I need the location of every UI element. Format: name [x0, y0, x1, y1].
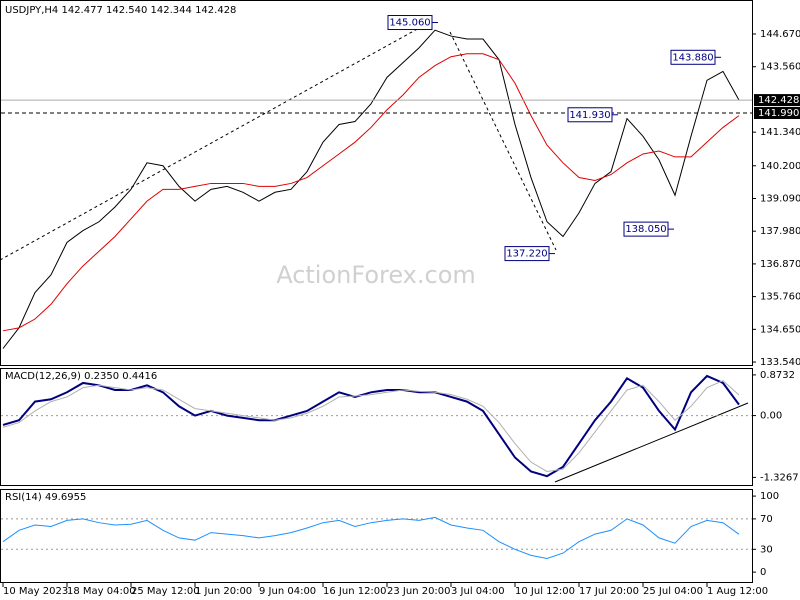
price-label-box [754, 107, 800, 119]
y-tick-label: 135.760 [760, 292, 800, 303]
series-line [2, 516, 740, 559]
macd-title: MACD(12,26,9) 0.2350 0.4416 [5, 371, 157, 382]
x-tick-label: 18 May 04:00 [67, 586, 136, 597]
series-line [2, 374, 740, 478]
y-tick-label: 100 [760, 491, 779, 502]
trend-line [449, 31, 557, 251]
y-tick-label: -1.3267 [760, 472, 799, 483]
annotation-box [387, 15, 433, 31]
x-tick-label: 16 Jun 12:00 [323, 586, 387, 597]
rsi-panel [0, 489, 753, 583]
price-label: 142.428 [758, 95, 799, 106]
annotation-label: 138.050 [625, 224, 666, 235]
y-tick-label: 70 [760, 514, 773, 525]
annotation-box [623, 221, 669, 237]
annotation-box [504, 246, 550, 262]
series-line [2, 29, 740, 349]
x-tick-label: 10 Jul 12:00 [515, 586, 575, 597]
series-line [2, 53, 740, 332]
annotation-box [567, 107, 613, 123]
annotation-label: 137.220 [506, 249, 547, 260]
price-panel [0, 0, 753, 366]
y-tick-label: 0 [760, 567, 766, 578]
annotation-label: 145.060 [389, 18, 430, 29]
x-tick-label: 9 Jun 04:00 [259, 586, 316, 597]
symbol-title: USDJPY,H4 142.477 142.540 142.344 142.42… [5, 5, 236, 16]
x-tick-label: 1 Aug 12:00 [707, 586, 768, 597]
macd-trend-line [554, 402, 749, 483]
x-tick-label: 17 Jul 20:00 [579, 586, 639, 597]
series-line [2, 380, 740, 473]
price-label-box [754, 94, 800, 107]
x-tick-label: 25 May 12:00 [131, 586, 200, 597]
x-tick-label: 10 May 2023 [3, 586, 68, 597]
watermark: ActionForex.com [276, 261, 476, 289]
x-tick-label: 3 Jul 04:00 [451, 586, 505, 597]
x-tick-label: 23 Jun 20:00 [387, 586, 451, 597]
y-tick-label: 143.560 [760, 62, 800, 73]
y-tick-label: 140.200 [760, 161, 800, 172]
x-tick-label: 25 Jul 04:00 [643, 586, 703, 597]
annotation-box [670, 49, 716, 65]
macd-panel [0, 368, 753, 486]
y-tick-label: 134.650 [760, 324, 800, 335]
price-label: 141.990 [758, 108, 799, 119]
y-tick-label: 144.670 [760, 29, 800, 40]
y-tick-label: 136.870 [760, 259, 800, 270]
y-tick-label: 139.090 [760, 193, 800, 204]
annotation-label: 143.880 [672, 52, 713, 63]
y-tick-label: 30 [760, 544, 773, 555]
annotation-label: 141.930 [569, 110, 610, 121]
y-tick-label: 0.8732 [760, 370, 795, 381]
trend-line [0, 21, 431, 261]
y-tick-label: 0.00 [760, 411, 782, 422]
rsi-title: RSI(14) 49.6955 [5, 492, 86, 503]
x-tick-label: 1 Jun 20:00 [195, 586, 252, 597]
y-tick-label: 133.540 [760, 357, 800, 368]
y-tick-label: 141.340 [760, 127, 800, 138]
y-tick-label: 137.980 [760, 226, 800, 237]
